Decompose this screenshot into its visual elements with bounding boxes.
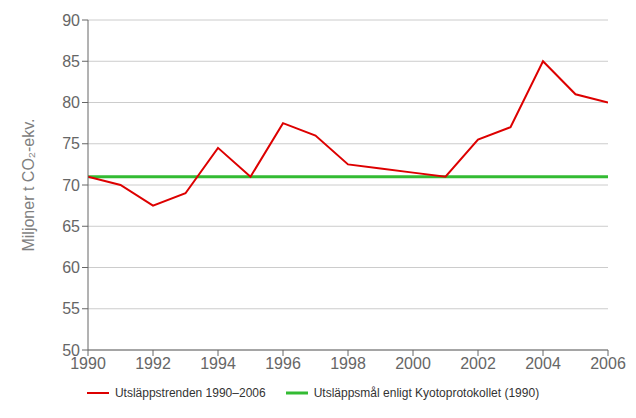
svg-text:2000: 2000	[395, 355, 431, 372]
svg-text:60: 60	[62, 259, 80, 276]
svg-text:65: 65	[62, 218, 80, 235]
svg-text:1992: 1992	[135, 355, 171, 372]
svg-text:85: 85	[62, 53, 80, 70]
svg-text:2004: 2004	[525, 355, 561, 372]
svg-text:2006: 2006	[590, 355, 626, 372]
svg-text:1998: 1998	[330, 355, 366, 372]
svg-text:2002: 2002	[460, 355, 496, 372]
svg-text:50: 50	[62, 342, 80, 359]
html-text:Utsläppsmål enligt Kyotoprotok: Utsläppsmål enligt Kyotoprotokollet (199…	[313, 386, 540, 400]
svg-text:75: 75	[62, 135, 80, 152]
svg-text:1996: 1996	[265, 355, 301, 372]
svg-text:1994: 1994	[200, 355, 236, 372]
html-text:Utsläppstrenden 1990–2006: Utsläppstrenden 1990–2006	[114, 386, 266, 400]
svg-text:Miljoner t CO₂-ekv.: Miljoner t CO₂-ekv.	[20, 118, 37, 251]
svg-text:55: 55	[62, 300, 80, 317]
svg-text:70: 70	[62, 177, 80, 194]
svg-text:1990: 1990	[70, 355, 106, 373]
svg-text:80: 80	[62, 94, 80, 111]
svg-text:90: 90	[62, 12, 80, 29]
